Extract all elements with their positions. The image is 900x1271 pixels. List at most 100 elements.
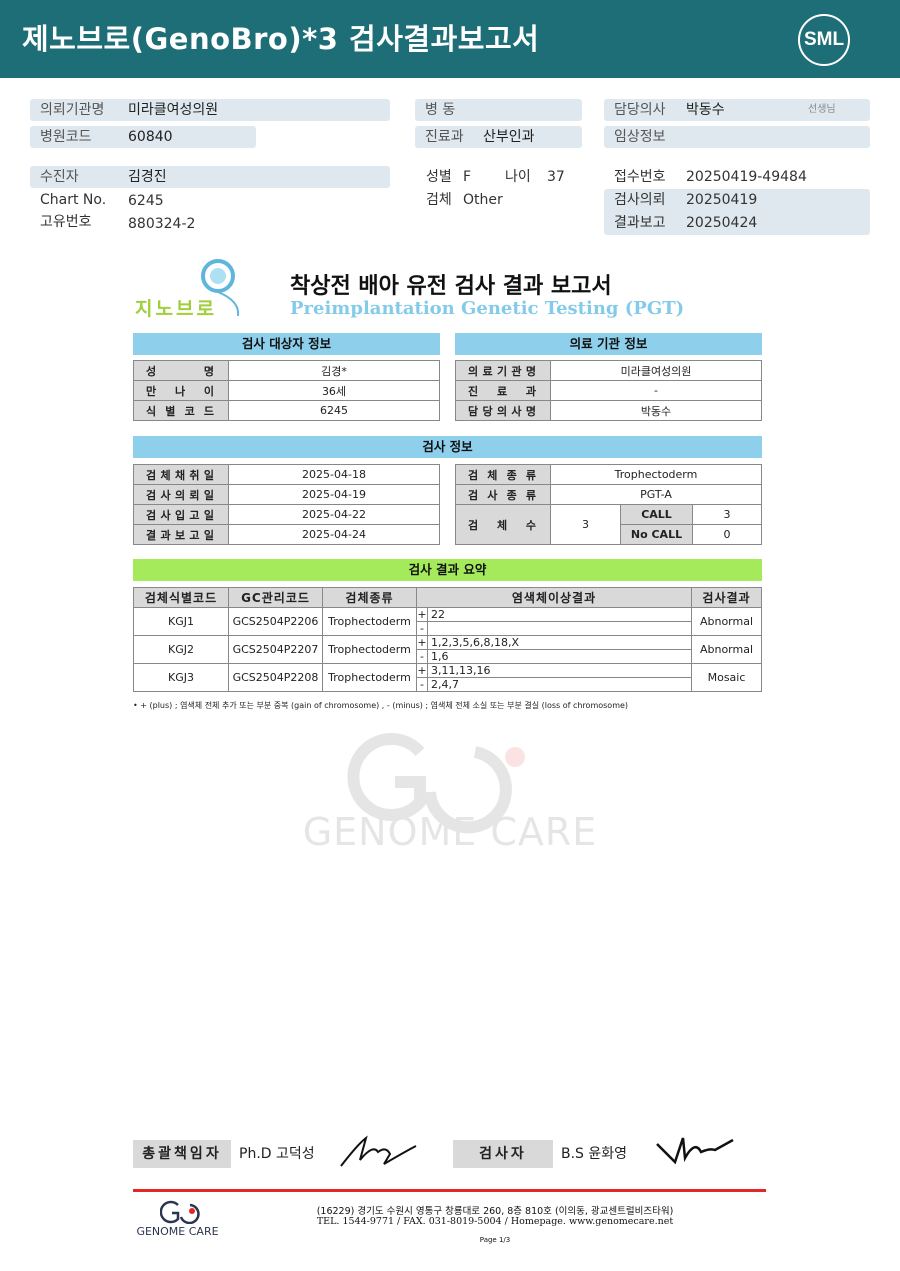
sex-label: 성별 — [426, 169, 452, 185]
label-char: 체 — [160, 468, 173, 482]
label-char: 종 — [506, 468, 519, 482]
value: 미라클여성의원 — [128, 102, 219, 118]
label-char: 료 — [496, 384, 510, 398]
label: 진료과 — [425, 129, 464, 145]
header-bar — [0, 0, 900, 78]
subject-heading: 검사 대상자 정보 — [133, 333, 440, 355]
specimen-id: KGJ3 — [133, 663, 229, 692]
call-label: CALL — [620, 504, 693, 525]
table-row: 검 체 채 취 일 2025-04-18 — [133, 464, 440, 485]
value: 2025-04-22 — [228, 504, 440, 525]
page-title: 제노브로(GenoBro)*3 검사결과보고서 — [22, 22, 540, 56]
label-char: 료 — [482, 364, 495, 378]
logo-text: 지노브로 — [135, 298, 217, 320]
label-char: 의 — [468, 364, 481, 378]
value: 60840 — [128, 129, 173, 145]
watermark: GENOME CARE — [270, 712, 630, 862]
table-row: KGJ3 GCS2504P2208 Trophectoderm + 3,11,1… — [133, 663, 762, 692]
request-date-value: 20250419 — [686, 192, 758, 208]
request-date-label: 검사의뢰 — [614, 192, 666, 208]
institution-field: 의뢰기관명 미라클여성의원 — [30, 99, 390, 121]
label-char: 사 — [160, 488, 173, 502]
doctor-field: 담당의사 박동수 선생님 — [604, 99, 870, 121]
label-char: 고 — [189, 528, 202, 542]
label-char: 체 — [496, 518, 510, 532]
value: 김경진 — [128, 169, 167, 185]
clinical-field: 임상정보 — [604, 126, 870, 148]
label: 병원코드 — [40, 129, 92, 145]
table-row: 검 사 입 고 일 2025-04-22 — [133, 504, 440, 525]
label: 병 동 — [425, 102, 456, 118]
label-char: 의 — [496, 404, 510, 418]
unique-no-value: 880324-2 — [128, 216, 196, 232]
table-row: 검 체 수 3 CALL 3 — [455, 504, 762, 545]
label-char: 보 — [174, 528, 188, 542]
gain-chromosomes: 22 — [427, 607, 692, 622]
specimen-type: Trophectoderm — [322, 607, 417, 636]
label-char: 코 — [184, 404, 197, 418]
test-dates-table: 검 체 채 취 일 2025-04-18 검 사 의 뢰 일 2025-04-19 검 사 입 고 일 202… — [133, 464, 440, 545]
tester-name: B.S 윤화영 — [561, 1146, 628, 1162]
specimen-type: Trophectoderm — [322, 663, 417, 692]
label-char: 담 — [468, 404, 481, 418]
genobro-icon — [201, 259, 240, 317]
specimen-value: Other — [463, 192, 503, 208]
gain-chromosomes: 1,2,3,5,6,8,18,X — [427, 635, 692, 650]
summary-table: 검체식별코드 GC관리코드 검체종류 염색체이상결과 검사결과 KGJ1 GCS… — [133, 587, 762, 692]
genobro-logo: 지노브로 — [135, 256, 250, 320]
department-field: 진료과 산부인과 — [415, 126, 582, 148]
label-char: 일 — [203, 468, 216, 482]
value: 2025-04-18 — [228, 464, 440, 485]
subject-table: 성 명 김경* 만 나 이 36세 식 별 코 드 6245 — [133, 360, 440, 421]
footer-divider — [133, 1189, 766, 1192]
report-date-label: 결과보고 — [614, 215, 666, 231]
col-header: 검사결과 — [691, 587, 762, 608]
page-number: Page 1/3 — [479, 1236, 511, 1244]
label-char: 수 — [525, 518, 538, 532]
value: 36세 — [228, 380, 440, 401]
value: 2025-04-19 — [228, 484, 440, 505]
call-value: 3 — [692, 504, 762, 525]
plus-sign: + — [416, 635, 428, 650]
value: Trophectoderm — [550, 464, 762, 485]
label-char: 이 — [203, 384, 216, 398]
test-result: Mosaic — [691, 663, 762, 692]
suffix: 선생님 — [808, 104, 836, 115]
table-row: - 2,4,7 — [134, 677, 762, 692]
plus-sign: + — [416, 607, 428, 622]
label-char: 일 — [203, 508, 216, 522]
label-char: 당 — [482, 404, 495, 418]
gc-code: GCS2504P2207 — [228, 635, 323, 664]
label-char: 만 — [146, 384, 159, 398]
gc-code: GCS2504P2206 — [228, 607, 323, 636]
specimen-label: 검체 — [426, 192, 452, 208]
minus-sign: - — [416, 677, 428, 692]
nocall-value: 0 — [692, 524, 762, 545]
receipt-no-value: 20250419-49484 — [686, 169, 807, 185]
label-char: 뢰 — [189, 488, 202, 502]
report-title: 착상전 배아 유전 검사 결과 보고서 — [290, 274, 612, 299]
director-label: 총괄책임자 — [133, 1140, 231, 1168]
label-char: 나 — [174, 384, 188, 398]
unique-no-label: 고유번호 — [40, 214, 92, 230]
table-row: 만 나 이 36세 — [133, 380, 440, 401]
col-header: 검체종류 — [322, 587, 417, 608]
label-char: 별 — [165, 404, 178, 418]
value: 2025-04-24 — [228, 524, 440, 545]
minus-sign: - — [416, 649, 428, 664]
label: 담당의사 — [614, 102, 666, 118]
table-row: 검 체 종 류 Trophectoderm — [455, 464, 762, 485]
test-spec-table: 검 체 종 류 Trophectoderm 검 사 종 류 PGT-A 검 체 수 3 CALL 3 No… — [455, 464, 762, 545]
label-char: 드 — [203, 404, 216, 418]
